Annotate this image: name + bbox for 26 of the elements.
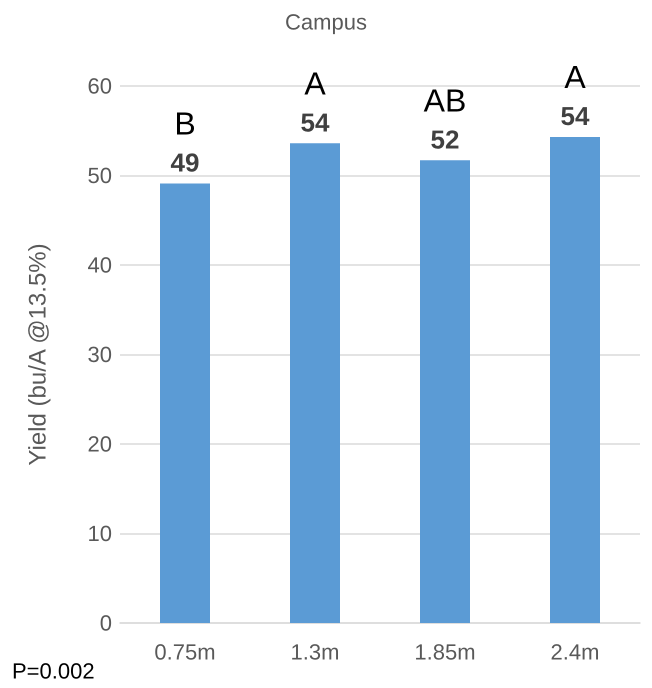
- bar: [160, 184, 210, 623]
- y-tick-label: 60: [88, 74, 112, 98]
- x-tick-label: 1.3m: [290, 640, 340, 664]
- y-tick-label: 40: [88, 252, 112, 278]
- y-tick-label: 0: [100, 610, 112, 636]
- x-tick-label: 0.75m: [154, 640, 216, 664]
- x-tick-label: 2.4m: [550, 640, 600, 664]
- data-label: 54: [560, 101, 590, 132]
- bar: [420, 160, 470, 623]
- annotation: A: [564, 59, 586, 96]
- y-tick-label: 50: [88, 163, 112, 188]
- annotation: A: [304, 65, 326, 102]
- data-label: 49: [170, 148, 200, 178]
- bar: [550, 137, 600, 623]
- chart-title: Campus: [285, 10, 367, 34]
- bar: [290, 143, 340, 623]
- y-tick-label: 20: [88, 432, 112, 456]
- y-axis-title: Yield (bu/A @13.5%): [24, 243, 52, 466]
- x-tick-label: 1.85m: [414, 640, 476, 664]
- data-label: 54: [300, 107, 330, 138]
- annotation: B: [174, 106, 196, 142]
- y-tick-label: 30: [88, 342, 112, 367]
- y-tick-label: 10: [88, 521, 112, 546]
- data-label: 52: [430, 124, 460, 154]
- annotation: AB: [424, 82, 466, 118]
- text: P=0.002: [12, 658, 95, 684]
